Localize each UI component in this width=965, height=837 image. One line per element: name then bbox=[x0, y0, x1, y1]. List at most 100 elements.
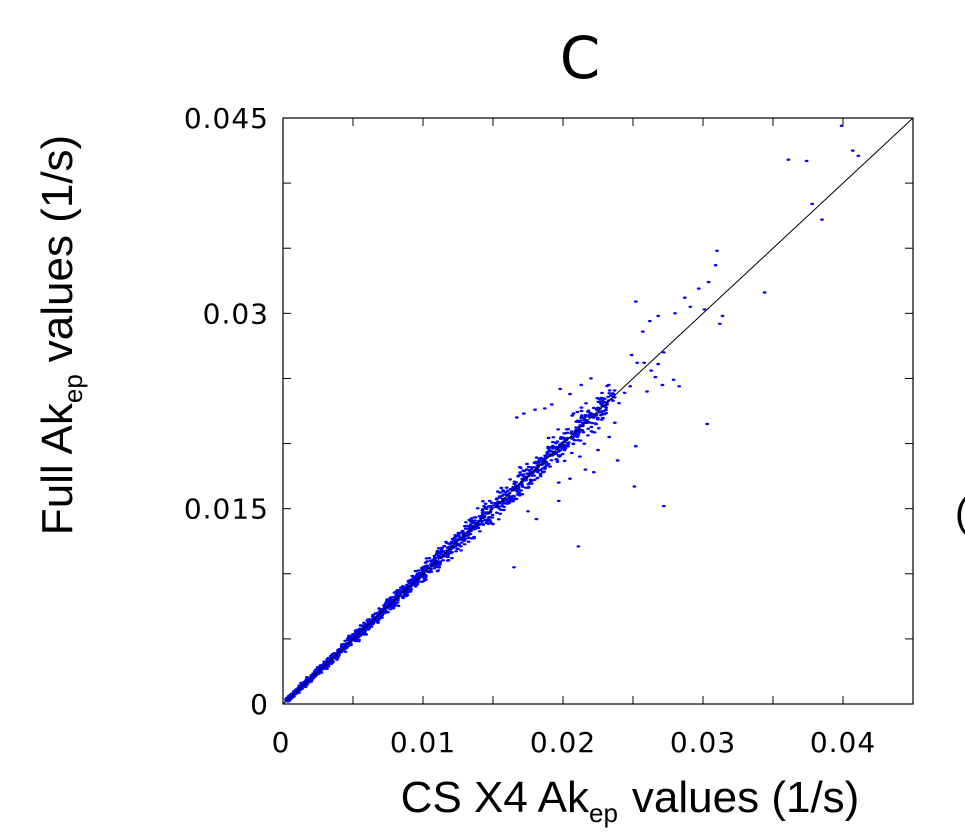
data-point bbox=[571, 412, 576, 415]
data-point bbox=[343, 639, 348, 642]
data-point bbox=[600, 399, 605, 402]
data-point bbox=[582, 442, 587, 445]
data-point bbox=[586, 427, 591, 430]
data-point bbox=[566, 445, 570, 448]
data-point bbox=[702, 308, 707, 311]
data-point bbox=[366, 618, 370, 621]
data-point bbox=[421, 566, 425, 570]
data-point bbox=[577, 455, 582, 458]
data-point bbox=[589, 425, 594, 429]
data-point bbox=[720, 314, 725, 318]
data-point bbox=[532, 461, 537, 464]
data-point bbox=[580, 414, 584, 417]
data-point bbox=[504, 486, 509, 489]
data-point bbox=[466, 527, 471, 530]
data-point bbox=[512, 480, 517, 483]
data-point bbox=[570, 414, 575, 417]
data-point bbox=[607, 435, 612, 439]
data-point bbox=[576, 439, 580, 442]
data-point bbox=[578, 419, 583, 422]
points-layer bbox=[284, 124, 861, 703]
data-point bbox=[549, 459, 554, 462]
data-point bbox=[446, 553, 450, 557]
data-point bbox=[514, 416, 519, 419]
data-point bbox=[660, 383, 665, 387]
data-point bbox=[482, 505, 486, 508]
data-point bbox=[555, 460, 560, 463]
data-point bbox=[524, 486, 528, 489]
y-axis-label: Full Akepvalues (1/s) bbox=[33, 135, 88, 535]
data-point bbox=[647, 319, 652, 323]
data-point bbox=[534, 469, 539, 472]
data-point bbox=[556, 481, 561, 484]
data-point bbox=[589, 377, 593, 380]
data-point bbox=[401, 596, 405, 600]
data-point bbox=[568, 477, 572, 480]
data-point bbox=[493, 501, 498, 505]
data-point bbox=[540, 467, 545, 470]
data-point bbox=[804, 159, 809, 163]
data-point bbox=[586, 434, 590, 437]
data-point bbox=[456, 547, 460, 550]
data-point bbox=[607, 389, 612, 392]
data-point bbox=[484, 521, 489, 525]
data-point bbox=[291, 695, 296, 698]
data-point bbox=[395, 601, 400, 604]
data-point bbox=[607, 392, 612, 395]
data-point bbox=[472, 535, 476, 539]
data-point bbox=[478, 530, 482, 533]
data-point bbox=[611, 399, 615, 402]
data-point bbox=[336, 648, 340, 652]
data-point bbox=[453, 534, 458, 537]
data-point bbox=[533, 408, 537, 411]
data-point bbox=[424, 557, 429, 560]
data-point bbox=[432, 559, 437, 562]
data-point bbox=[612, 421, 617, 424]
data-point bbox=[551, 440, 555, 444]
data-point bbox=[501, 489, 505, 492]
data-point bbox=[538, 468, 543, 472]
data-point bbox=[503, 490, 508, 494]
data-point bbox=[583, 468, 588, 471]
data-point bbox=[401, 585, 405, 588]
data-point bbox=[360, 631, 365, 635]
data-point bbox=[606, 395, 611, 398]
data-point bbox=[481, 511, 486, 514]
data-point bbox=[413, 569, 418, 573]
data-point bbox=[488, 521, 493, 524]
data-point bbox=[554, 458, 559, 461]
data-point bbox=[599, 414, 603, 417]
data-point bbox=[525, 472, 530, 475]
data-point bbox=[408, 590, 413, 593]
data-point bbox=[422, 576, 427, 580]
data-point bbox=[542, 407, 547, 410]
data-point bbox=[463, 527, 468, 530]
data-point bbox=[586, 409, 591, 412]
data-point bbox=[677, 385, 682, 388]
data-point bbox=[432, 567, 437, 570]
data-point bbox=[850, 149, 855, 152]
data-point bbox=[519, 489, 523, 492]
data-point bbox=[416, 569, 421, 572]
x-tick-label: 0 bbox=[272, 726, 291, 759]
data-point bbox=[597, 398, 602, 401]
data-point bbox=[353, 633, 357, 636]
data-point bbox=[542, 462, 547, 465]
data-point bbox=[489, 501, 494, 504]
data-point bbox=[717, 322, 722, 325]
y-tick-label: 0.015 bbox=[184, 493, 269, 526]
data-point bbox=[395, 598, 400, 602]
data-point bbox=[477, 515, 482, 518]
data-point bbox=[762, 291, 767, 294]
data-point bbox=[449, 540, 454, 544]
identity-reference-line bbox=[282, 117, 914, 705]
data-point bbox=[330, 653, 335, 656]
plot-frame bbox=[282, 117, 914, 705]
data-point bbox=[484, 507, 489, 511]
data-point bbox=[786, 158, 791, 161]
data-point bbox=[449, 542, 454, 545]
data-point bbox=[496, 518, 501, 521]
data-point bbox=[591, 471, 596, 474]
data-point bbox=[371, 622, 376, 625]
